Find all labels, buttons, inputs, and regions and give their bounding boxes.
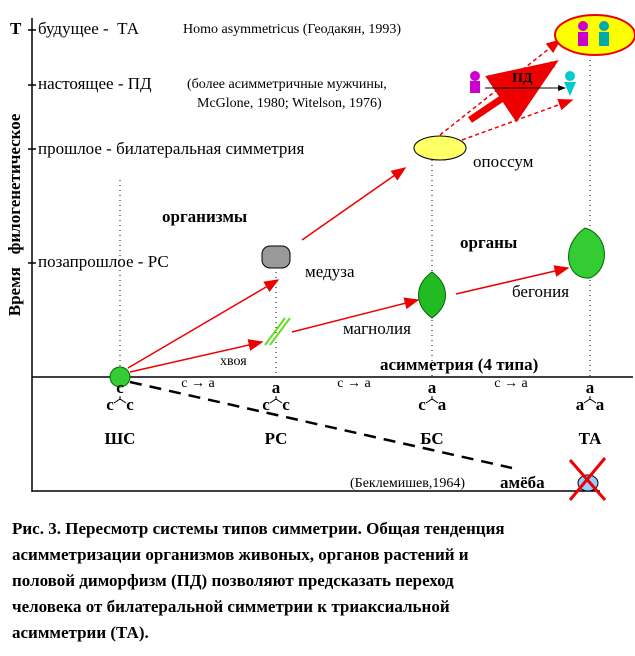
ameba-line [129,380,513,470]
transition: c → a [494,376,528,391]
item-label: медуза [305,262,355,281]
group-label: организмы [162,207,247,226]
type-label: ТА [579,429,602,448]
arrows [127,39,574,373]
formula-top: c [116,378,124,397]
formula-left: a [576,395,585,414]
level: будущее - ТА [38,19,140,38]
item-label: амёба [500,473,545,492]
grid [119,60,591,377]
type-label: РС [265,429,288,448]
note: (более асимметричные мужчины, [187,77,387,92]
item-label: опоссум [473,152,534,171]
icon [578,32,588,46]
y-title: Время филогенетическое [5,113,24,316]
item-label: бегония [512,282,569,301]
formula-left: c [106,395,114,414]
transition: c → a [181,376,215,391]
t-label: Т [10,19,22,38]
icon [564,82,576,96]
caption-line: асимметрии (ТА). [12,623,149,642]
level: позапрошлое - РС [38,252,169,271]
level: настоящее - ПД [38,74,152,93]
formula-top: a [586,378,595,397]
type-label: БС [420,429,443,448]
caption-line: человека от билатеральной симметрии к тр… [12,597,450,616]
formula-left: c [418,395,426,414]
type-label: ШС [105,429,136,448]
item-label: магнолия [343,319,411,338]
note: McGlone, 1980; Witelson, 1976) [197,96,382,111]
formula-top: a [272,378,281,397]
formula-right: a [438,395,447,414]
group-label: органы [460,233,517,252]
formula-right: a [596,395,605,414]
formula-branch [583,396,597,404]
icon [599,32,609,46]
x-title: асимметрия (4 типа) [380,355,538,374]
jellyfish-icon [261,245,291,269]
ameba-ref: (Беклемишев,1964) [350,476,465,491]
formula-branch [269,396,283,404]
formula-branch [113,396,127,404]
ameba-cross [568,457,607,501]
caption-line: половой диморфизм (ПД) позволяют предска… [12,571,454,590]
icon [565,71,575,81]
level: прошлое - билатеральная симметрия [38,139,304,158]
pd-label: ПД [512,71,533,86]
begonia-icon [568,227,605,279]
caption-line: асимметризации организмов живоных, орган… [12,545,469,564]
icon [578,21,588,31]
formula-left: c [262,395,270,414]
icon [470,71,480,81]
formula-top: a [428,378,437,397]
item-label: хвоя [220,354,247,369]
icon [599,21,609,31]
magnolia-icon [418,271,446,319]
icon [470,81,480,93]
opossum-icon [413,135,467,161]
formula-right: c [282,395,290,414]
note: Homo asymmetricus (Геодакян, 1993) [183,22,401,37]
transition: c → a [337,376,371,391]
formula-right: c [126,395,134,414]
caption-line: Рис. 3. Пересмотр системы типов симметри… [12,519,505,538]
needles-icon [264,317,291,346]
future-ellipse [554,14,635,56]
formula-branch [425,396,439,404]
axes [28,18,633,492]
sphere-icon [109,366,131,388]
